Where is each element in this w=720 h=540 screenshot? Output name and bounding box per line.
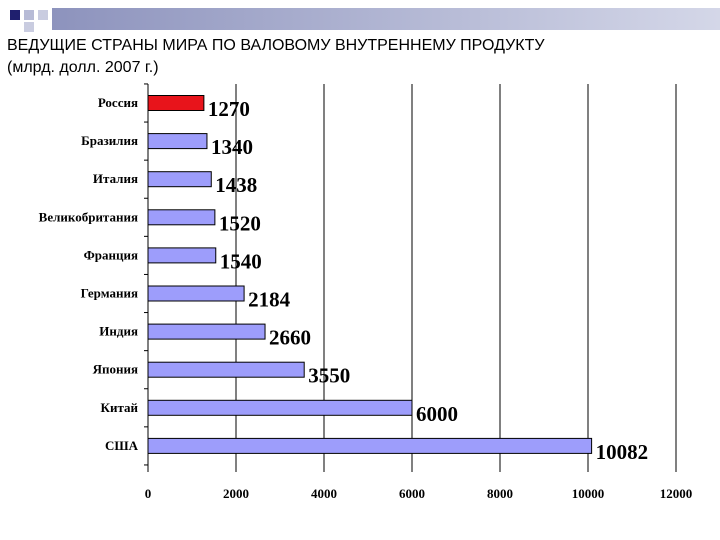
bar [147, 361, 305, 378]
decor-square-dark [10, 10, 20, 20]
x-tick-labels: 0 2000 4000 6000 8000 10000 12000 [145, 486, 693, 501]
bar [147, 323, 266, 340]
value-label: 1540 [220, 249, 262, 273]
x-tick-label: 10000 [572, 486, 605, 501]
bar [147, 133, 208, 150]
slide-decoration [10, 8, 720, 32]
value-label: 1270 [208, 97, 250, 121]
category-label: Бразилия [81, 133, 138, 148]
chart-bars [147, 95, 593, 454]
value-labels: 1270 1340 1438 1520 1540 2184 2660 3550 6000 1008… [208, 97, 648, 464]
category-label: Япония [93, 362, 138, 377]
chart-axes [144, 83, 677, 472]
bar [147, 95, 205, 111]
value-label: 3550 [308, 364, 350, 388]
decor-gradient-band [52, 8, 720, 30]
slide-title: ВЕДУЩИЕ СТРАНЫ МИРА ПО ВАЛОВОМУ ВНУТРЕНН… [7, 37, 545, 54]
category-label: Италия [93, 171, 138, 186]
value-label: 1438 [215, 173, 257, 197]
bar [147, 209, 216, 226]
value-label: 2184 [248, 288, 291, 312]
decor-square-light-3 [24, 22, 34, 32]
category-label: Германия [81, 286, 138, 301]
bar [147, 171, 212, 188]
category-label: Китай [101, 400, 139, 415]
x-tick-label: 6000 [399, 486, 425, 501]
bar [147, 285, 245, 302]
bar [147, 437, 593, 454]
category-labels: Россия Бразилия Италия Великобритания Франци… [39, 95, 139, 453]
category-label: Россия [98, 95, 138, 110]
x-tick-label: 0 [145, 486, 152, 501]
value-label: 1340 [211, 135, 253, 159]
x-tick-label: 12000 [660, 486, 693, 501]
bar [147, 399, 413, 416]
category-label: Франция [84, 247, 138, 262]
value-label: 6000 [416, 402, 458, 426]
category-label: Великобритания [39, 209, 138, 224]
decor-square-light [24, 10, 34, 20]
x-tick-label: 2000 [223, 486, 249, 501]
value-label: 1520 [219, 211, 261, 235]
bar [147, 247, 217, 264]
slide-subtitle: (млрд. долл. 2007 г.) [7, 59, 159, 76]
x-tick-label: 8000 [487, 486, 513, 501]
category-label: Индия [99, 324, 138, 339]
decor-square-light-2 [38, 10, 48, 20]
value-label: 2660 [269, 326, 311, 350]
value-label: 10082 [596, 440, 649, 464]
chart-grid [235, 84, 677, 468]
x-tick-label: 4000 [311, 486, 337, 501]
category-label: США [105, 438, 139, 453]
